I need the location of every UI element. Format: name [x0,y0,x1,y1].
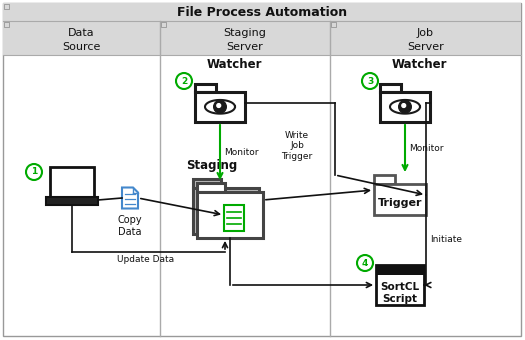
Bar [4,4,9,9]
Polygon shape [122,187,138,208]
Circle shape [214,101,226,113]
Polygon shape [380,84,401,92]
Text: Copy
Data: Copy Data [118,215,142,237]
Bar [224,205,244,231]
Text: File Process Automation: File Process Automation [177,5,347,18]
Polygon shape [197,192,263,238]
Polygon shape [195,92,245,122]
Polygon shape [193,178,220,188]
Text: Write
Job
Trigger: Write Job Trigger [281,131,312,161]
Text: Monitor: Monitor [409,144,444,153]
Bar [331,22,336,27]
Text: Initiate: Initiate [430,236,462,244]
Circle shape [176,73,192,89]
Polygon shape [374,184,426,215]
Text: Update Data: Update Data [118,255,174,264]
Text: Data
Source: Data Source [62,29,101,52]
Text: 1: 1 [31,168,37,176]
Bar [3,21,160,55]
Polygon shape [193,188,259,234]
Text: Job
Server: Job Server [407,29,444,52]
Bar [161,22,166,27]
Circle shape [362,73,378,89]
Text: Trigger: Trigger [378,198,422,208]
Bar [330,21,521,55]
Circle shape [357,255,373,271]
Polygon shape [374,175,395,184]
Bar [3,3,521,21]
Circle shape [26,164,42,180]
Bar [376,265,424,305]
Text: SortCL
Script: SortCL Script [381,282,419,304]
Text: Staging: Staging [186,159,238,172]
Circle shape [402,104,406,107]
Text: 4: 4 [362,258,368,268]
Polygon shape [197,183,225,192]
Polygon shape [380,92,430,122]
Circle shape [217,104,220,107]
Text: 3: 3 [367,76,373,85]
Text: Watcher: Watcher [391,58,447,71]
Polygon shape [205,100,235,114]
Bar [376,265,424,275]
Text: Watcher: Watcher [206,58,262,71]
Polygon shape [390,100,420,114]
Bar [50,167,94,197]
Text: Staging
Server: Staging Server [224,29,266,52]
Bar [46,197,98,205]
Text: Monitor: Monitor [224,148,258,157]
Text: 2: 2 [181,76,187,85]
Bar [160,21,330,55]
Bar [4,22,9,27]
Polygon shape [195,84,216,92]
Circle shape [398,101,411,113]
